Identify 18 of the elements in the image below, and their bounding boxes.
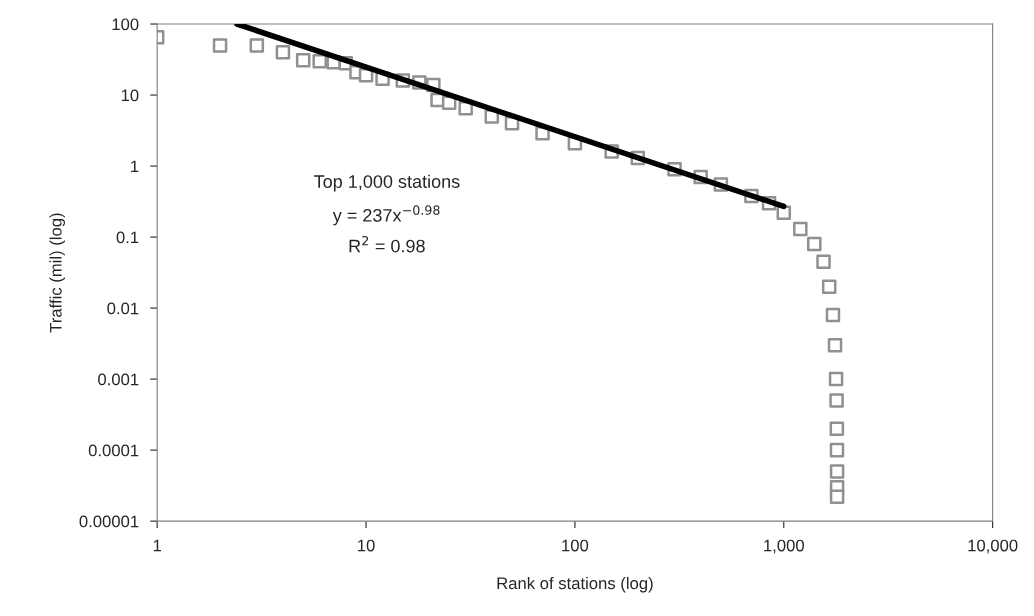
y-tick-label: 0.001 xyxy=(98,373,139,386)
x-tick-label: 10 xyxy=(358,539,375,552)
y-tick-label: 0.00001 xyxy=(79,515,139,528)
y-tick-label: 1 xyxy=(131,160,139,173)
y-tick-label: 10 xyxy=(121,89,139,102)
annotation: R$^{2}$ = 0.98 xyxy=(349,235,425,253)
y-tick-label: 100 xyxy=(112,18,139,31)
y-axis-title: Traffic (mil) (log) xyxy=(49,213,65,333)
x-axis-title: Rank of stations (log) xyxy=(497,576,653,593)
annotation: Top 1,000 stations xyxy=(314,174,460,192)
x-tick-label: 1,000 xyxy=(764,539,804,554)
annotation: y = 237x$^{−0.98}$ xyxy=(332,205,440,226)
x-tick-label: 10,000 xyxy=(968,539,1018,554)
y-tick-label: 0.1 xyxy=(116,231,139,244)
x-tick-label: 1 xyxy=(153,539,161,552)
x-tick-label: 100 xyxy=(562,539,589,552)
y-tick-label: 0.0001 xyxy=(88,444,139,457)
y-tick-label: 0.01 xyxy=(107,302,139,315)
